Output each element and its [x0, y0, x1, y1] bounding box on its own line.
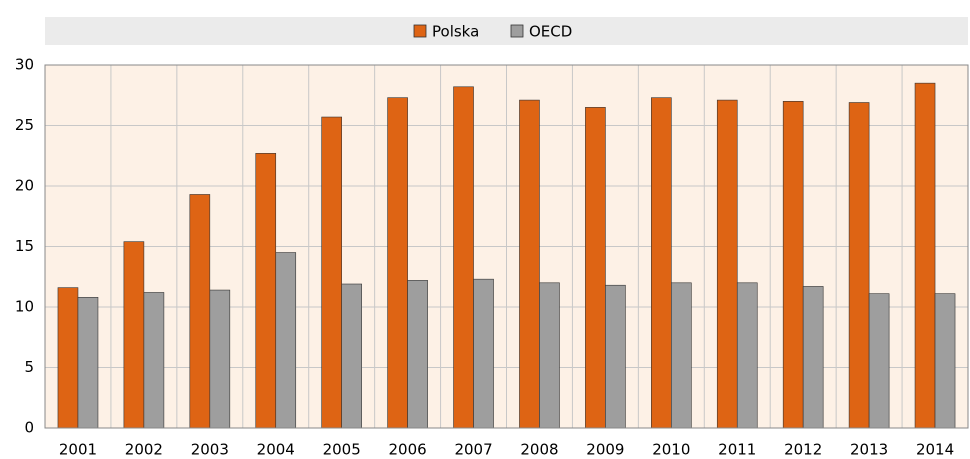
bar	[605, 284, 626, 429]
bar	[407, 280, 428, 429]
y-tick-label: 0	[24, 419, 34, 437]
x-tick-label: 2010	[652, 441, 690, 459]
legend-swatch	[510, 24, 524, 38]
bar	[585, 107, 606, 429]
bar	[57, 287, 79, 429]
y-tick-label: 10	[15, 298, 34, 316]
bar	[143, 292, 165, 429]
bar	[275, 252, 297, 429]
bar	[782, 101, 804, 429]
bar	[934, 293, 956, 429]
x-tick-label: 2005	[323, 441, 361, 459]
bar	[453, 86, 474, 429]
y-tick-label: 15	[15, 237, 34, 255]
bar	[539, 282, 560, 429]
bar	[209, 289, 231, 429]
x-tick-label: 2001	[59, 441, 97, 459]
plot-border	[44, 64, 969, 429]
x-tick-label: 2009	[586, 441, 624, 459]
legend-label: Polska	[432, 23, 479, 41]
legend: Polska OECD	[413, 23, 572, 41]
x-tick-label: 2011	[718, 441, 756, 459]
bar	[716, 99, 738, 429]
y-tick-label: 5	[24, 358, 34, 376]
x-tick-label: 2002	[125, 441, 163, 459]
bar	[651, 97, 672, 429]
bar	[77, 297, 99, 429]
x-tick-label: 2003	[191, 441, 229, 459]
legend-swatch	[413, 24, 427, 38]
x-tick-label: 2013	[850, 441, 888, 459]
bar	[473, 278, 494, 429]
bar	[914, 82, 936, 429]
bar	[671, 282, 692, 429]
bar	[736, 282, 758, 429]
x-tick-label: 2012	[784, 441, 822, 459]
y-tick-label: 30	[15, 56, 34, 74]
bar	[321, 116, 342, 429]
bar	[802, 286, 824, 429]
y-tick-label: 20	[15, 177, 34, 195]
y-tick-label: 25	[15, 116, 34, 134]
bar	[255, 153, 277, 429]
bar	[341, 283, 362, 429]
bar	[519, 99, 540, 429]
bar	[848, 102, 870, 429]
legend-band	[45, 17, 968, 45]
x-tick-label: 2014	[916, 441, 954, 459]
bar	[123, 241, 145, 429]
bar	[387, 97, 408, 429]
x-tick-label: 2008	[520, 441, 558, 459]
x-tick-label: 2007	[454, 441, 492, 459]
bar	[189, 194, 211, 429]
x-tick-label: 2006	[389, 441, 427, 459]
bar	[868, 293, 890, 429]
legend-label: OECD	[529, 23, 572, 41]
x-tick-label: 2004	[257, 441, 295, 459]
